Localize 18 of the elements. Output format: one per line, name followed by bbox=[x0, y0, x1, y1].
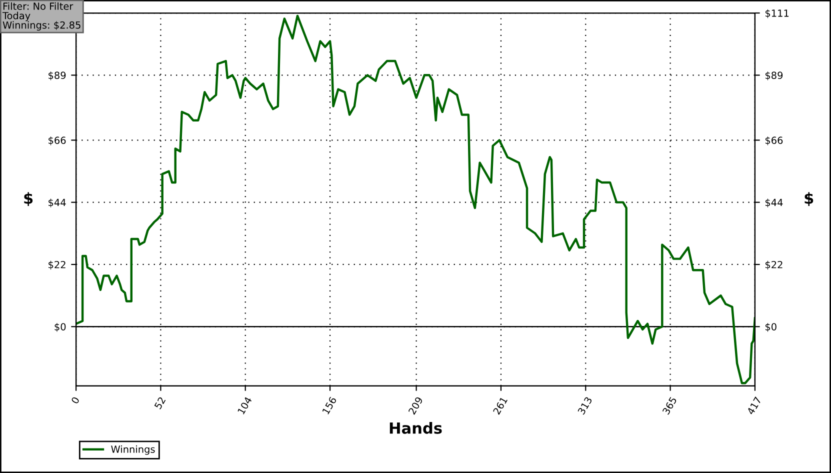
y-tick-label: $89 bbox=[48, 71, 66, 80]
y2-tick-label: $0 bbox=[765, 322, 776, 332]
y-tick-label: $66 bbox=[48, 136, 66, 146]
y2-tick-label: $111 bbox=[765, 9, 789, 18]
y2-axis-title: $ bbox=[804, 192, 814, 206]
x-tick-label: 0 bbox=[70, 396, 80, 404]
y-tick-label: $22 bbox=[48, 260, 66, 270]
y2-tick-label: $44 bbox=[765, 198, 783, 208]
x-axis-title: Hands bbox=[390, 422, 442, 434]
x-tick-label: 52 bbox=[154, 396, 166, 410]
legend-label: Winnings bbox=[111, 445, 155, 455]
y2-tick-label: $89 bbox=[765, 71, 783, 80]
annotation: Filter: No Filter Today Winnings: $2.85 bbox=[2, 2, 80, 31]
y-tick-label: $44 bbox=[48, 198, 66, 208]
y2-tick-label: $22 bbox=[765, 260, 782, 270]
y-tick-label: $0 bbox=[54, 322, 66, 332]
y-axis-title: $ bbox=[24, 192, 33, 206]
y2-tick-label: $66 bbox=[765, 136, 783, 146]
